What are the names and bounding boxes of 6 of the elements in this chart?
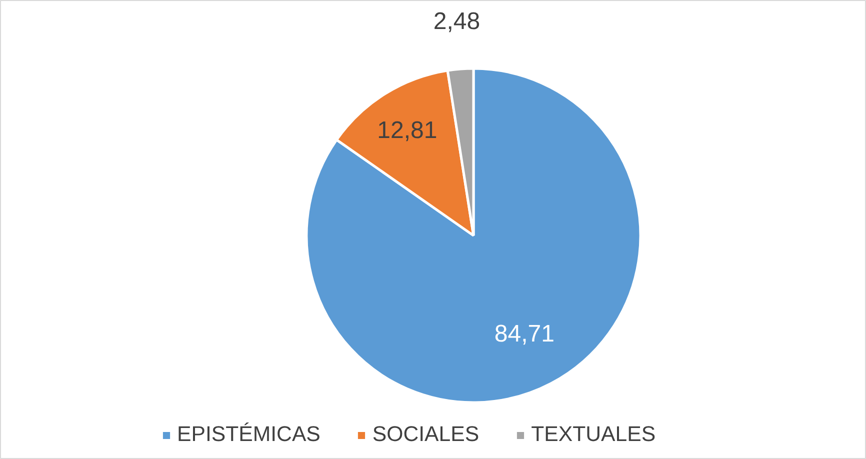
legend-label: TEXTUALES	[531, 422, 656, 447]
legend-label: SOCIALES	[372, 422, 480, 447]
data-label: 84,71	[494, 320, 554, 348]
data-label: 12,81	[377, 116, 438, 144]
data-label: 2,48	[433, 8, 480, 36]
legend-label: EPISTÉMICAS	[177, 422, 320, 447]
